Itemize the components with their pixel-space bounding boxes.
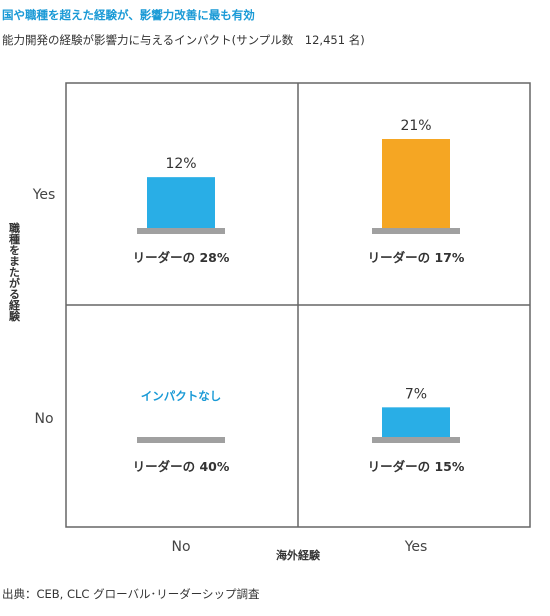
base-label-x-yes-y-yes: リーダーの 17% bbox=[368, 250, 465, 265]
base-label-x-yes-y-no: リーダーの 15% bbox=[368, 459, 465, 474]
base-x-yes-y-yes bbox=[372, 228, 460, 234]
y-tick-no: No bbox=[34, 411, 53, 427]
bar-x-no-y-yes bbox=[147, 177, 215, 228]
bar-x-yes-y-no bbox=[382, 407, 450, 437]
value-label-x-no-y-no: インパクトなし bbox=[141, 389, 222, 403]
chart-subtitle: 能力開発の経験が影響力に与えるインパクト(サンプル数 12,451 名) bbox=[2, 33, 365, 47]
y-axis-title: 職種をまたがる経験 bbox=[8, 221, 21, 322]
value-label-x-yes-y-yes: 21% bbox=[400, 118, 431, 134]
base-x-no-y-yes bbox=[137, 228, 225, 234]
bar-x-yes-y-yes bbox=[382, 139, 450, 228]
base-label-x-no-y-no: リーダーの 40% bbox=[133, 459, 230, 474]
y-tick-yes: Yes bbox=[32, 187, 56, 203]
chart-headline: 国や職種を超えた経験が、影響力改善に最も有効 bbox=[2, 8, 255, 22]
x-tick-yes: Yes bbox=[404, 539, 428, 555]
value-label-x-yes-y-no: 7% bbox=[405, 386, 427, 402]
base-label-x-no-y-yes: リーダーの 28% bbox=[133, 250, 230, 265]
x-axis-title: 海外経験 bbox=[276, 548, 321, 562]
x-tick-no: No bbox=[171, 539, 190, 555]
base-x-no-y-no bbox=[137, 437, 225, 443]
base-x-yes-y-no bbox=[372, 437, 460, 443]
source-note: 出典：CEB, CLC グローバル･リーダーシップ調査 bbox=[2, 587, 260, 601]
value-label-x-no-y-yes: 12% bbox=[165, 156, 196, 172]
